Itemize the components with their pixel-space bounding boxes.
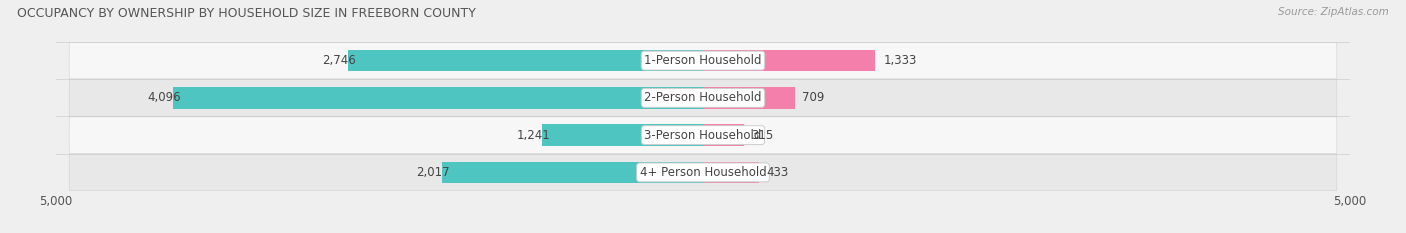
Bar <box>703 162 759 183</box>
Text: 433: 433 <box>766 166 789 179</box>
Text: 4,096: 4,096 <box>148 91 181 104</box>
Bar <box>543 124 703 146</box>
Text: 3-Person Household: 3-Person Household <box>644 129 762 142</box>
FancyBboxPatch shape <box>69 42 1337 79</box>
Text: 315: 315 <box>751 129 773 142</box>
FancyBboxPatch shape <box>69 117 1337 153</box>
Text: 4+ Person Household: 4+ Person Household <box>640 166 766 179</box>
Text: 2-Person Household: 2-Person Household <box>644 91 762 104</box>
FancyBboxPatch shape <box>69 80 1337 116</box>
Text: 1-Person Household: 1-Person Household <box>644 54 762 67</box>
Text: 2,746: 2,746 <box>322 54 356 67</box>
Text: 1,333: 1,333 <box>883 54 917 67</box>
Text: Source: ZipAtlas.com: Source: ZipAtlas.com <box>1278 7 1389 17</box>
Text: 1,241: 1,241 <box>516 129 550 142</box>
Bar <box>347 50 703 71</box>
Bar <box>703 124 744 146</box>
FancyBboxPatch shape <box>69 154 1337 191</box>
Text: 2,017: 2,017 <box>416 166 450 179</box>
Bar <box>703 87 794 109</box>
Text: 709: 709 <box>803 91 825 104</box>
Bar <box>703 50 876 71</box>
Text: OCCUPANCY BY OWNERSHIP BY HOUSEHOLD SIZE IN FREEBORN COUNTY: OCCUPANCY BY OWNERSHIP BY HOUSEHOLD SIZE… <box>17 7 475 20</box>
Bar <box>441 162 703 183</box>
Bar <box>173 87 703 109</box>
